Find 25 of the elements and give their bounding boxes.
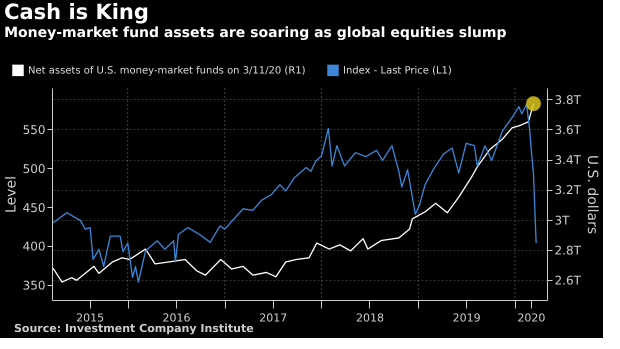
y2-tick-label: 3.6T: [554, 122, 582, 137]
y-axis-title: Level: [4, 176, 20, 213]
legend-label: Index - Last Price (L1): [343, 65, 452, 76]
legend-label: Net assets of U.S. money-market funds on 3/11/20 (R1): [28, 65, 306, 76]
y-tick-label: 350: [22, 278, 46, 293]
y2-tick-label: 2.8T: [554, 243, 582, 258]
y2-tick-label: 3.2T: [554, 183, 582, 198]
x-tick-label: 2018: [356, 312, 384, 324]
x-tick-label: 2017: [259, 312, 288, 324]
x-tick-label: 2019: [452, 312, 481, 324]
chart-subtitle: Money-market fund assets are soaring as global equities slump: [4, 25, 507, 41]
y-tick-label: 550: [22, 122, 46, 137]
x-tick-label: 2015: [76, 312, 104, 324]
y2-tick-label: 2.6T: [554, 274, 582, 288]
y2-tick-label: 3T: [554, 213, 570, 228]
x-tick-label: 2016: [162, 312, 191, 324]
y2-tick-label: 3.8T: [554, 92, 582, 107]
y-tick-label: 400: [22, 240, 46, 254]
chart-title: Cash is King: [4, 0, 149, 24]
source-note: Source: Investment Company Institute: [14, 322, 254, 335]
y2-tick-label: 3.4T: [554, 153, 582, 168]
x-tick-label: 2020: [517, 312, 546, 324]
y-tick-label: 500: [22, 162, 46, 176]
y2-axis-title: U.S. dollars: [584, 154, 600, 234]
y-tick-label: 450: [22, 200, 46, 215]
